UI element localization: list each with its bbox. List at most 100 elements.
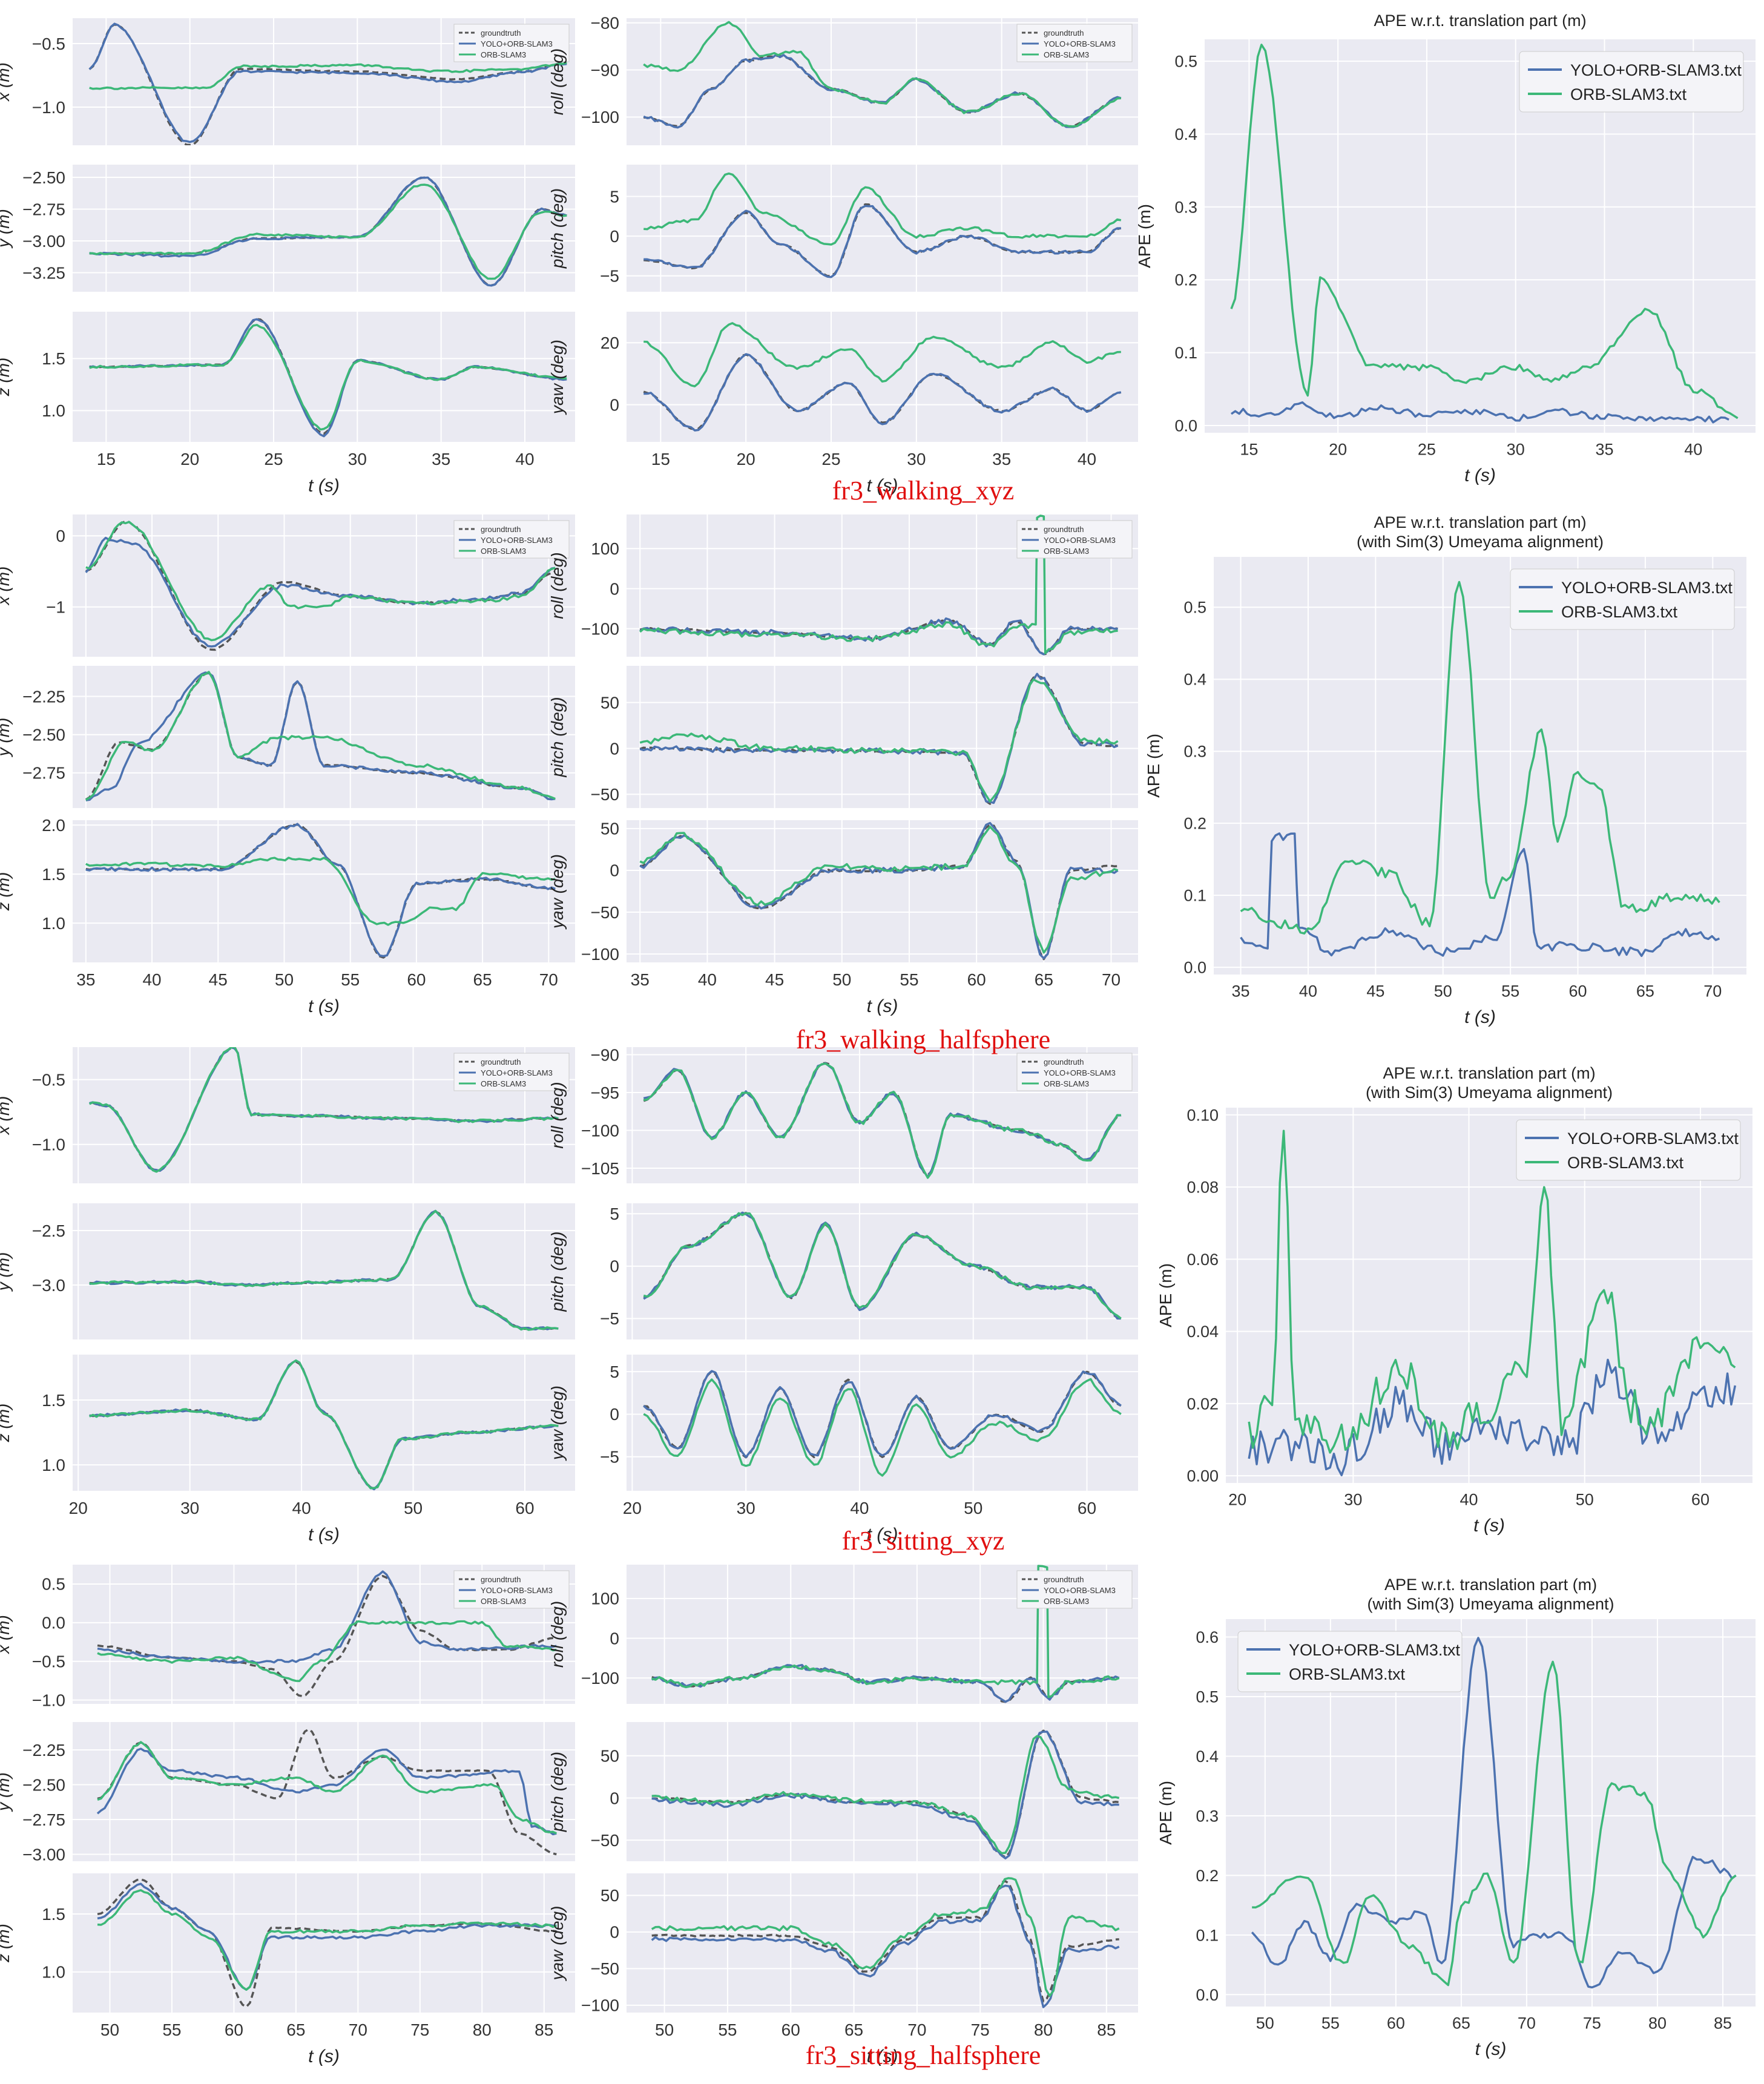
series-line-groundtruth	[88, 23, 567, 145]
legend-label: ORB-SLAM3	[1044, 1079, 1089, 1088]
series-line-orb-slam3-txt	[1248, 1129, 1736, 1454]
y-tick-label: 0	[610, 1629, 619, 1648]
y-tick-label: 0.4	[1196, 1747, 1219, 1766]
x-axis-label: t (s)	[1473, 1516, 1505, 1536]
x-tick-label: 20	[180, 450, 199, 468]
legend-box	[1237, 1631, 1463, 1692]
legend-label: groundtruth	[481, 525, 521, 534]
x-tick-label: 40	[1078, 450, 1096, 468]
series-line-yolo-orb-slam3	[88, 22, 567, 143]
series-line-orb-slam3	[643, 322, 1121, 387]
x-tick-label: 40	[515, 450, 534, 468]
x-tick-label: 85	[535, 2020, 553, 2039]
plot-area	[73, 1203, 575, 1339]
x-tick-label: 65	[1636, 982, 1654, 1000]
x-tick-label: 20	[1329, 440, 1347, 458]
y-tick-label: 50	[601, 820, 619, 838]
y-tick-label: −0.5	[32, 1070, 65, 1089]
y-tick-label: −80	[591, 14, 620, 33]
y-tick-label: 0.3	[1174, 198, 1197, 216]
y-axis-label: x (m)	[0, 1096, 13, 1136]
y-tick-label: −100	[581, 108, 619, 127]
y-tick-label: 1.0	[42, 1963, 65, 1982]
y-tick-label: 0.3	[1196, 1807, 1219, 1825]
x-tick-label: 30	[1344, 1490, 1362, 1508]
y-tick-label: 0.1	[1174, 344, 1197, 362]
x-tick-label: 20	[69, 1499, 88, 1517]
chart-fr3-walking-xyz-trajectory-rpy: −80 −90 −100 roll (deg) groundtruthYOLO+ORB-…	[548, 14, 1138, 496]
y-axis-label: x (m)	[0, 62, 13, 102]
x-tick-label: 60	[407, 970, 426, 989]
y-tick-label: −5	[600, 1448, 619, 1467]
legend-label: ORB-SLAM3.txt	[1289, 1665, 1406, 1683]
chart-fr3-sitting-xyz-trajectory-rpy: −90 −95 −100 −105 roll (deg) groundtruthYOLO+…	[548, 1045, 1138, 1545]
y-tick-label: −2.50	[22, 1775, 65, 1794]
y-axis-label: yaw (deg)	[548, 1906, 567, 1982]
x-tick-label: 70	[349, 2020, 367, 2039]
x-tick-label: 65	[844, 2020, 863, 2039]
y-tick-label: −3.00	[22, 232, 65, 251]
legend-label: YOLO+ORB-SLAM3	[1044, 536, 1116, 545]
y-axis-label: y (m)	[0, 1772, 13, 1812]
y-axis-label: roll (deg)	[548, 48, 567, 115]
legend-label: ORB-SLAM3	[481, 547, 526, 556]
series-line-yolo-orb-slam3	[97, 1570, 557, 1664]
legend-label: ORB-SLAM3.txt	[1570, 85, 1687, 104]
y-axis-label: roll (deg)	[548, 552, 567, 619]
plot-area	[73, 1355, 575, 1491]
y-tick-label: 0.04	[1186, 1323, 1219, 1341]
series-line-orb-slam3	[651, 1877, 1120, 1997]
y-tick-label: −50	[591, 785, 620, 804]
y-axis-label: z (m)	[0, 358, 13, 397]
legend-box	[1516, 1119, 1741, 1181]
y-axis-label: yaw (deg)	[548, 1385, 567, 1461]
x-axis-label: t (s)	[867, 2046, 898, 2066]
y-axis-label: y (m)	[0, 1252, 13, 1292]
y-axis-label: pitch (deg)	[548, 1752, 567, 1832]
y-tick-label: 0.06	[1186, 1251, 1219, 1269]
y-tick-label: −0.5	[32, 1652, 65, 1671]
x-tick-label: 35	[432, 450, 450, 468]
x-tick-label: 35	[76, 970, 95, 989]
y-axis-label: yaw (deg)	[548, 340, 567, 415]
x-tick-label: 35	[1595, 440, 1613, 458]
y-axis-label: pitch (deg)	[548, 188, 567, 269]
y-tick-label: 0.1	[1183, 887, 1206, 905]
chart-fr3-walking-halfsphere-trajectory-xyz: 0 −1 x (m) groundtruth YOLO+ORB-SLAM3 ORB-SLA…	[0, 514, 575, 1016]
x-tick-label: 50	[404, 1499, 423, 1517]
x-tick-label: 55	[341, 970, 360, 989]
chart-ape-0: 0.0 0.1 0.2 0.3 0.4 0.5 15 20 25 30 35 40 APE w.r.t.…	[1135, 12, 1756, 485]
x-tick-label: 30	[180, 1499, 199, 1517]
y-tick-label: 0	[610, 579, 619, 598]
legend-label: ORB-SLAM3	[1044, 547, 1089, 556]
plot-area	[627, 1203, 1138, 1339]
x-tick-label: 60	[225, 2020, 243, 2039]
series-line-yolo-orb-slam3	[651, 1731, 1119, 1859]
x-tick-label: 45	[1366, 982, 1384, 1000]
x-axis-label: t (s)	[308, 2046, 340, 2066]
y-tick-label: −105	[581, 1159, 619, 1178]
x-tick-label: 20	[737, 450, 755, 468]
x-tick-label: 55	[162, 2020, 181, 2039]
legend-label: YOLO+ORB-SLAM3	[481, 1068, 553, 1077]
plot-area	[627, 165, 1138, 292]
legend-label: groundtruth	[481, 1057, 521, 1067]
x-tick-label: 40	[850, 1499, 869, 1517]
series-line-orb-slam3	[639, 826, 1119, 954]
y-axis-label: yaw (deg)	[548, 854, 567, 930]
y-axis-label: APE (m)	[1156, 1781, 1175, 1845]
y-axis-label: pitch (deg)	[548, 1231, 567, 1312]
x-tick-label: 45	[209, 970, 228, 989]
legend-label: ORB-SLAM3	[1044, 1597, 1089, 1606]
x-tick-label: 65	[1452, 2014, 1470, 2032]
y-tick-label: −100	[581, 945, 619, 964]
chart-title: APE w.r.t. translation part (m)	[1383, 1064, 1595, 1082]
series-line-orb-slam3	[85, 856, 556, 926]
y-tick-label: −90	[591, 1045, 620, 1064]
x-axis-label: t (s)	[308, 996, 340, 1016]
series-line-groundtruth	[651, 1880, 1119, 2003]
y-tick-label: −2.50	[22, 726, 65, 745]
x-tick-label: 70	[1703, 982, 1722, 1000]
x-tick-label: 40	[1460, 1490, 1478, 1508]
